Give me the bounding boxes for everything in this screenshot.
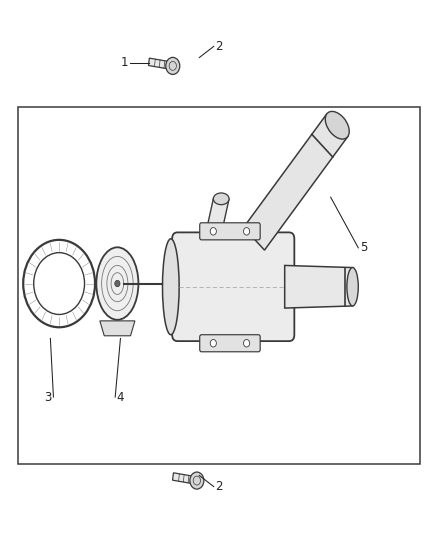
Ellipse shape <box>213 193 229 205</box>
Polygon shape <box>173 473 197 484</box>
Polygon shape <box>100 321 135 336</box>
Ellipse shape <box>325 111 349 139</box>
Text: 4: 4 <box>117 391 124 403</box>
FancyBboxPatch shape <box>172 232 294 341</box>
Circle shape <box>166 58 180 75</box>
Ellipse shape <box>96 247 138 320</box>
Circle shape <box>244 228 250 235</box>
Circle shape <box>244 340 250 347</box>
Polygon shape <box>244 114 348 250</box>
Polygon shape <box>205 199 229 239</box>
Ellipse shape <box>162 239 179 335</box>
Text: 1: 1 <box>121 56 129 69</box>
Ellipse shape <box>347 268 358 306</box>
Polygon shape <box>148 58 173 70</box>
Circle shape <box>210 340 216 347</box>
Circle shape <box>210 228 216 235</box>
Text: 5: 5 <box>360 241 367 254</box>
FancyBboxPatch shape <box>200 335 260 352</box>
Polygon shape <box>285 265 353 308</box>
Text: 2: 2 <box>215 480 223 493</box>
Text: 3: 3 <box>45 391 52 403</box>
Bar <box>18 107 420 464</box>
Circle shape <box>190 472 204 489</box>
FancyBboxPatch shape <box>200 223 260 240</box>
Circle shape <box>115 280 120 287</box>
Text: 2: 2 <box>215 40 223 53</box>
